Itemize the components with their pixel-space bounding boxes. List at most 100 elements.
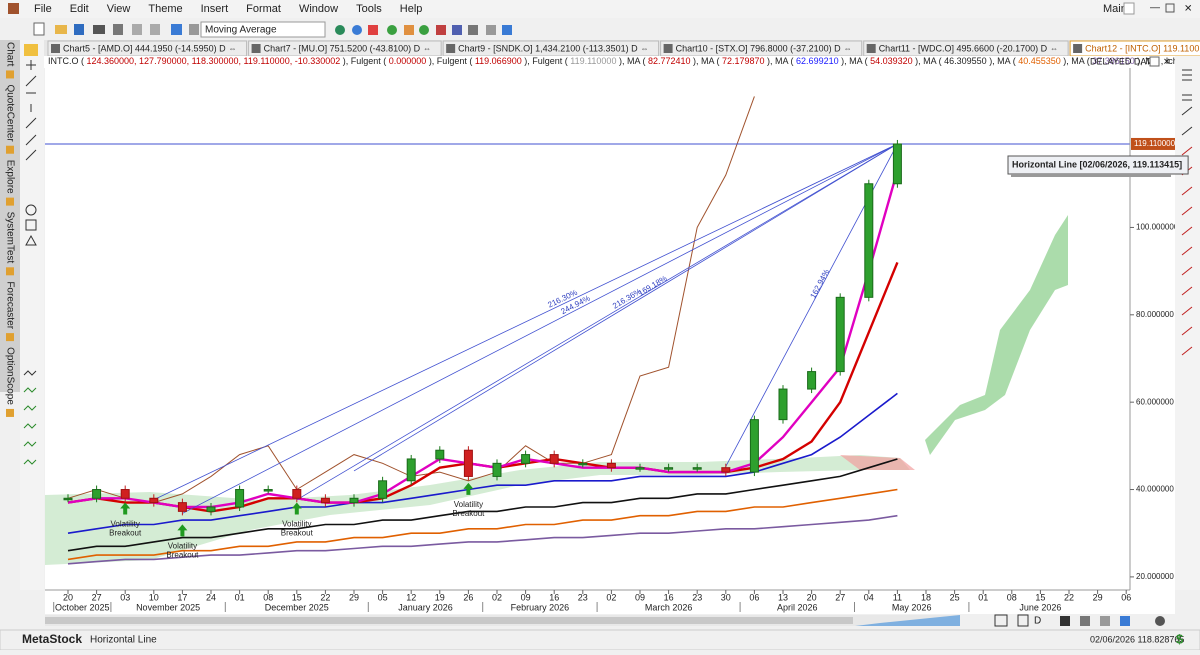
- candle: [378, 480, 388, 499]
- info-value: ), MA (: [839, 56, 871, 66]
- svg-text:D: D: [1034, 616, 1041, 627]
- x-tick-label: 26: [463, 592, 473, 602]
- x-tick-label: 03: [120, 592, 130, 602]
- menu-item[interactable]: Theme: [148, 3, 182, 15]
- indicator-select[interactable]: [200, 21, 326, 38]
- breakout-label: Volatility: [168, 541, 197, 550]
- month-label: January 2026: [398, 602, 453, 612]
- info-value: ), MA (: [765, 56, 797, 66]
- candle: [606, 462, 616, 469]
- month-label: March 2026: [645, 602, 693, 612]
- workspace-dropdown[interactable]: [1123, 2, 1135, 15]
- x-tick-label: 10: [149, 592, 159, 602]
- tab-icon: [251, 44, 261, 53]
- pane-close[interactable]: ✕: [1163, 56, 1171, 66]
- candle: [177, 502, 187, 512]
- toolbar-icons-right: [335, 25, 512, 35]
- info-value: ), MA (: [691, 56, 723, 66]
- candle: [692, 467, 702, 470]
- menu-item[interactable]: Help: [400, 3, 423, 15]
- info-value: 124.360000, 127.790000, 118.300000, 119.…: [87, 56, 341, 66]
- menu: File Edit View Theme Insert Format Window Tools…: [34, 3, 422, 15]
- sidebar-tabs: Chart QuoteCenter Explore SystemTest Forecas…: [4, 42, 15, 417]
- candle: [435, 449, 445, 460]
- tab-close[interactable]: ⇔: [1050, 44, 1058, 53]
- status-bar: [0, 629, 1200, 651]
- tab-close[interactable]: ⇔: [229, 44, 237, 53]
- info-value: ), MA (: [987, 56, 1019, 66]
- last-price-box: [1131, 137, 1175, 150]
- info-value: 119.110000: [570, 56, 616, 66]
- chart-tab-title[interactable]: Chart12 - [INTC.O] 119.1100 (-10.3300) D: [1085, 43, 1200, 53]
- menu-item[interactable]: Window: [299, 3, 338, 15]
- drawing-tool-icons: [23, 44, 38, 465]
- minimize[interactable]: —: [1150, 3, 1160, 14]
- x-tick-label: 13: [778, 592, 788, 602]
- sidebar-tab[interactable]: OptionScope: [4, 347, 15, 405]
- menu-item[interactable]: Tools: [356, 3, 382, 15]
- sidebar-tab-icon: [6, 408, 14, 417]
- info-value: ), MA (: [616, 56, 648, 66]
- fulgent-line: [353, 143, 898, 472]
- candle: [835, 296, 845, 373]
- month-label: June 2026: [1019, 602, 1061, 612]
- candle: [320, 497, 330, 504]
- indicator-line: [67, 458, 898, 552]
- close[interactable]: ✕: [1184, 4, 1192, 15]
- candle: [235, 489, 245, 508]
- indicator-line: [67, 488, 898, 561]
- month-label: April 2026: [777, 602, 818, 612]
- chart-tab-title[interactable]: Chart7 - [MU.O] 751.5200 (-43.8100) D: [264, 43, 421, 53]
- sidebar-tab[interactable]: Forecaster: [4, 281, 15, 329]
- x-tick-label: 06: [749, 592, 759, 602]
- info-value: 54.039320: [870, 56, 913, 66]
- x-tick-label: 19: [435, 592, 445, 602]
- tooltip-text: Horizontal Line [02/06/2026, 119.113415]: [1012, 159, 1182, 169]
- chart-tab-title[interactable]: Chart11 - [WDC.O] 495.6600 (-20.1700) D: [879, 43, 1048, 53]
- tab-close[interactable]: ⇔: [844, 44, 852, 53]
- fulgent-line: [182, 143, 898, 514]
- tab-close[interactable]: ⇔: [641, 44, 649, 53]
- indicator-select-text[interactable]: Moving Average: [205, 25, 277, 36]
- menu-item[interactable]: Format: [246, 3, 281, 15]
- sidebar-tab[interactable]: QuoteCenter: [4, 84, 15, 142]
- candle: [578, 462, 588, 466]
- candle: [92, 489, 102, 499]
- info-value: ), Fulgent (: [426, 56, 475, 66]
- fulgent-line: [296, 143, 898, 501]
- sidebar-tab[interactable]: Explore: [4, 160, 15, 194]
- x-tick-label: 27: [835, 592, 845, 602]
- date-axis-ticks: 20 27 03 10 17 24 01 08 15 22 29 05 12 19 26 02 09 16 23 02…: [53, 590, 1131, 612]
- menu-item[interactable]: View: [107, 3, 131, 15]
- chart-tab-title[interactable]: Chart10 - [STX.O] 796.8000 (-37.2100) D: [676, 43, 842, 53]
- candle: [263, 489, 273, 492]
- sidebar-tab[interactable]: SystemTest: [4, 212, 15, 264]
- date-axis: [45, 590, 1175, 614]
- x-tick-label: 01: [978, 592, 988, 602]
- breakout-arrow: [120, 502, 131, 515]
- x-tick-label: 27: [92, 592, 102, 602]
- scrollbar-thumb[interactable]: [45, 617, 853, 624]
- candle: [149, 497, 159, 504]
- info-value: INTC.O (: [48, 56, 87, 66]
- menu-item[interactable]: Insert: [201, 3, 229, 15]
- x-tick-label: 22: [1064, 592, 1074, 602]
- indicator-values: INTC.O ( 124.360000, 127.790000, 118.300…: [48, 56, 1185, 66]
- tab-close[interactable]: ⇔: [423, 44, 431, 53]
- chart-tab-title[interactable]: Chart5 - [AMD.O] 444.1950 (-14.5950) D: [63, 43, 226, 53]
- chart-tab-title[interactable]: Chart9 - [SNDK.O] 1,434.2100 (-113.3501)…: [458, 43, 638, 53]
- pane-restore[interactable]: [1149, 56, 1160, 67]
- tabs: Chart5 - [AMD.O] 444.1950 (-14.5950) D ⇔ C…: [47, 40, 1200, 57]
- month-label: November 2025: [136, 602, 200, 612]
- workspace[interactable]: Main: [1103, 3, 1127, 15]
- quote-icon: $: [1176, 631, 1184, 646]
- drawing-tools: [20, 40, 44, 590]
- menu-item[interactable]: File: [34, 3, 52, 15]
- x-tick-label: 02: [492, 592, 502, 602]
- menu-item[interactable]: Edit: [70, 3, 89, 15]
- candle: [892, 143, 902, 185]
- sidebar-tab[interactable]: Chart: [4, 42, 15, 67]
- breakout-label: Breakout: [166, 550, 199, 559]
- candle: [721, 467, 731, 473]
- maximize[interactable]: [1165, 3, 1175, 13]
